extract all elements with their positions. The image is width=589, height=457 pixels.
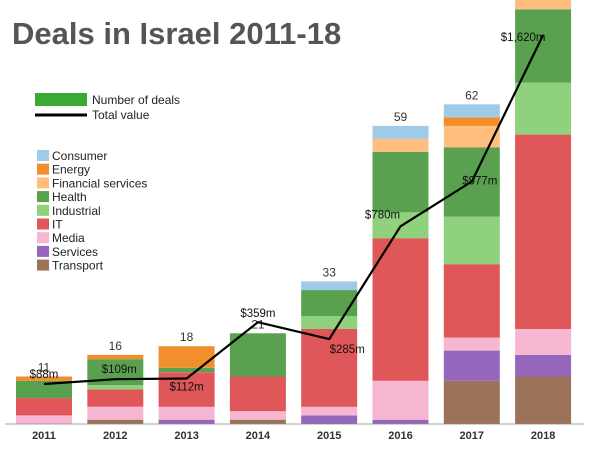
deal-count-label: 16 bbox=[109, 339, 123, 353]
legend-swatch-transport bbox=[37, 259, 49, 271]
chart-legend: Number of deals Total value ConsumerEner… bbox=[35, 93, 180, 273]
bar-segment-services-2013 bbox=[158, 419, 215, 424]
bar-segment-energy-2017 bbox=[443, 117, 500, 126]
bar-segment-services-2016 bbox=[372, 419, 429, 424]
total-value-label: $977m bbox=[462, 176, 497, 188]
chart-title: Deals in Israel 2011-18 bbox=[12, 16, 341, 51]
bar-segment-financial-services-2018 bbox=[515, 0, 572, 10]
deal-count-label: 21 bbox=[251, 317, 265, 331]
total-value-label: $112m bbox=[169, 382, 203, 394]
bar-segment-health-2014 bbox=[229, 333, 286, 377]
bar-segment-health-2016 bbox=[372, 151, 429, 213]
legend-label-financial-services: Financial services bbox=[52, 176, 147, 190]
bar-segment-media-2011 bbox=[16, 415, 72, 424]
legend-label-industrial: Industrial bbox=[52, 204, 101, 218]
legend-label-energy: Energy bbox=[52, 163, 90, 177]
deal-count-label: 62 bbox=[465, 88, 479, 102]
legend-label-health: Health bbox=[52, 190, 87, 204]
deal-count-label: 59 bbox=[394, 110, 408, 124]
bar-segment-it-2012 bbox=[87, 389, 144, 407]
total-value-label: $359m bbox=[240, 308, 275, 320]
bar-segment-health-2013 bbox=[158, 367, 215, 373]
deal-count-label: 18 bbox=[180, 330, 194, 344]
bar-segment-transport-2018 bbox=[515, 376, 572, 424]
bar-segment-services-2018 bbox=[515, 354, 572, 377]
bars-layer bbox=[16, 0, 572, 424]
legend-total-value: Total value bbox=[92, 108, 150, 122]
bar-segment-consumer-2015 bbox=[301, 281, 358, 290]
legend-swatch-health bbox=[37, 191, 49, 203]
bar-segment-media-2016 bbox=[372, 380, 429, 420]
legend-swatch-financial-services bbox=[37, 177, 49, 189]
legend-label-services: Services bbox=[52, 245, 98, 259]
x-tick-label: 2014 bbox=[246, 430, 271, 442]
legend-swatch-energy bbox=[37, 163, 49, 175]
total-value-label: $780m bbox=[365, 209, 400, 221]
x-tick-label: 2011 bbox=[32, 430, 56, 442]
bar-segment-media-2012 bbox=[87, 406, 144, 420]
x-tick-label: 2012 bbox=[103, 430, 127, 442]
bar-segment-energy-2012 bbox=[87, 354, 144, 360]
bar-segment-media-2014 bbox=[229, 411, 286, 420]
x-tick-label: 2013 bbox=[174, 430, 198, 442]
total-value-label: $88m bbox=[30, 369, 59, 381]
legend-swatch-media bbox=[37, 232, 49, 244]
bar-segment-media-2017 bbox=[443, 337, 500, 351]
bar-segment-industrial-2018 bbox=[515, 82, 572, 135]
total-value-label: $285m bbox=[330, 344, 365, 356]
bar-segment-it-2011 bbox=[16, 398, 72, 416]
bar-segment-it-2014 bbox=[229, 376, 286, 412]
bar-segment-media-2015 bbox=[301, 406, 358, 416]
total-value-line bbox=[43, 34, 545, 386]
x-tick-label: 2016 bbox=[388, 430, 412, 442]
x-axis-ticks: 2011 2012 2013 2014 2015 2016 2017 2018 bbox=[32, 430, 555, 442]
legend-number-of-deals-swatch bbox=[35, 93, 87, 106]
bar-segment-energy-2011 bbox=[16, 376, 72, 381]
deal-count-label: 11 bbox=[38, 361, 51, 375]
bar-segment-services-2017 bbox=[443, 350, 500, 381]
legend-swatch-industrial bbox=[37, 204, 49, 216]
legend-swatch-services bbox=[37, 245, 49, 257]
deal-count-labels: 1116182133596290 bbox=[38, 88, 479, 375]
deal-count-label: 33 bbox=[323, 265, 337, 279]
bar-segment-media-2018 bbox=[515, 329, 572, 355]
legend-label-consumer: Consumer bbox=[52, 149, 107, 163]
total-value-labels: $88m $109m $112m $359m $285m $780m $977m $1,620… bbox=[30, 32, 546, 394]
legend-number-of-deals: Number of deals bbox=[92, 93, 180, 107]
bar-segment-it-2017 bbox=[443, 264, 500, 338]
total-value-line-layer bbox=[43, 34, 545, 386]
legend-swatch-consumer bbox=[37, 150, 49, 161]
bar-segment-media-2013 bbox=[158, 406, 215, 420]
bar-segment-it-2015 bbox=[301, 329, 358, 407]
bar-segment-financial-services-2016 bbox=[372, 138, 429, 152]
x-tick-label: 2015 bbox=[317, 430, 341, 442]
bar-segment-health-2018 bbox=[515, 9, 572, 83]
x-tick-label: 2018 bbox=[531, 430, 555, 442]
bar-segment-financial-services-2017 bbox=[443, 125, 500, 148]
bar-segment-transport-2012 bbox=[87, 419, 144, 424]
bar-segment-industrial-2017 bbox=[443, 216, 500, 265]
bar-segment-consumer-2017 bbox=[443, 104, 500, 118]
bar-segment-consumer-2016 bbox=[372, 125, 429, 139]
total-value-label: $1,620m bbox=[501, 32, 546, 44]
total-value-label: $109m bbox=[102, 364, 137, 376]
legend-label-it: IT bbox=[52, 218, 63, 232]
bar-segment-transport-2017 bbox=[443, 380, 500, 424]
bar-segment-it-2016 bbox=[372, 238, 429, 381]
bar-segment-health-2015 bbox=[301, 290, 358, 316]
legend-label-media: Media bbox=[52, 231, 85, 245]
bar-segment-industrial-2015 bbox=[301, 316, 358, 329]
legend-swatch-it bbox=[37, 218, 49, 230]
bar-segment-industrial-2012 bbox=[87, 385, 144, 390]
bar-segment-energy-2013 bbox=[158, 346, 215, 368]
x-tick-label: 2017 bbox=[460, 430, 484, 442]
bar-segment-services-2015 bbox=[301, 415, 358, 424]
bar-segment-it-2018 bbox=[515, 134, 572, 329]
bar-segment-health-2011 bbox=[16, 380, 72, 399]
bar-segment-transport-2014 bbox=[229, 419, 286, 424]
legend-label-transport: Transport bbox=[52, 259, 104, 273]
